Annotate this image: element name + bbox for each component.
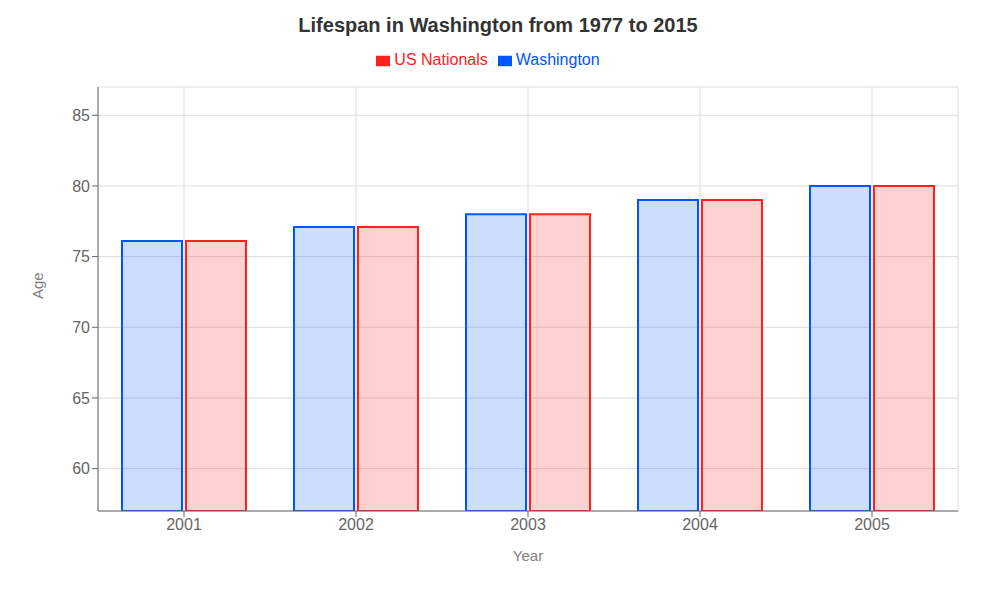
- svg-text:2005: 2005: [854, 516, 890, 533]
- svg-text:Year: Year: [513, 547, 543, 564]
- svg-text:75: 75: [72, 248, 90, 265]
- svg-text:2004: 2004: [682, 516, 718, 533]
- svg-text:2003: 2003: [510, 516, 546, 533]
- svg-text:70: 70: [72, 319, 90, 336]
- html-text:Lifespan in Washington from 19: Lifespan in Washington from 1977 to 2015: [298, 14, 698, 36]
- svg-text:85: 85: [72, 107, 90, 124]
- html-text:US Nationals: US Nationals: [394, 51, 488, 68]
- svg-text:65: 65: [72, 390, 90, 407]
- svg-text:60: 60: [72, 460, 90, 477]
- svg-text:Age: Age: [29, 272, 46, 299]
- html-text:Washington: Washington: [515, 51, 600, 68]
- svg-text:80: 80: [72, 178, 90, 195]
- svg-text:2001: 2001: [166, 516, 202, 533]
- svg-text:2002: 2002: [338, 516, 374, 533]
